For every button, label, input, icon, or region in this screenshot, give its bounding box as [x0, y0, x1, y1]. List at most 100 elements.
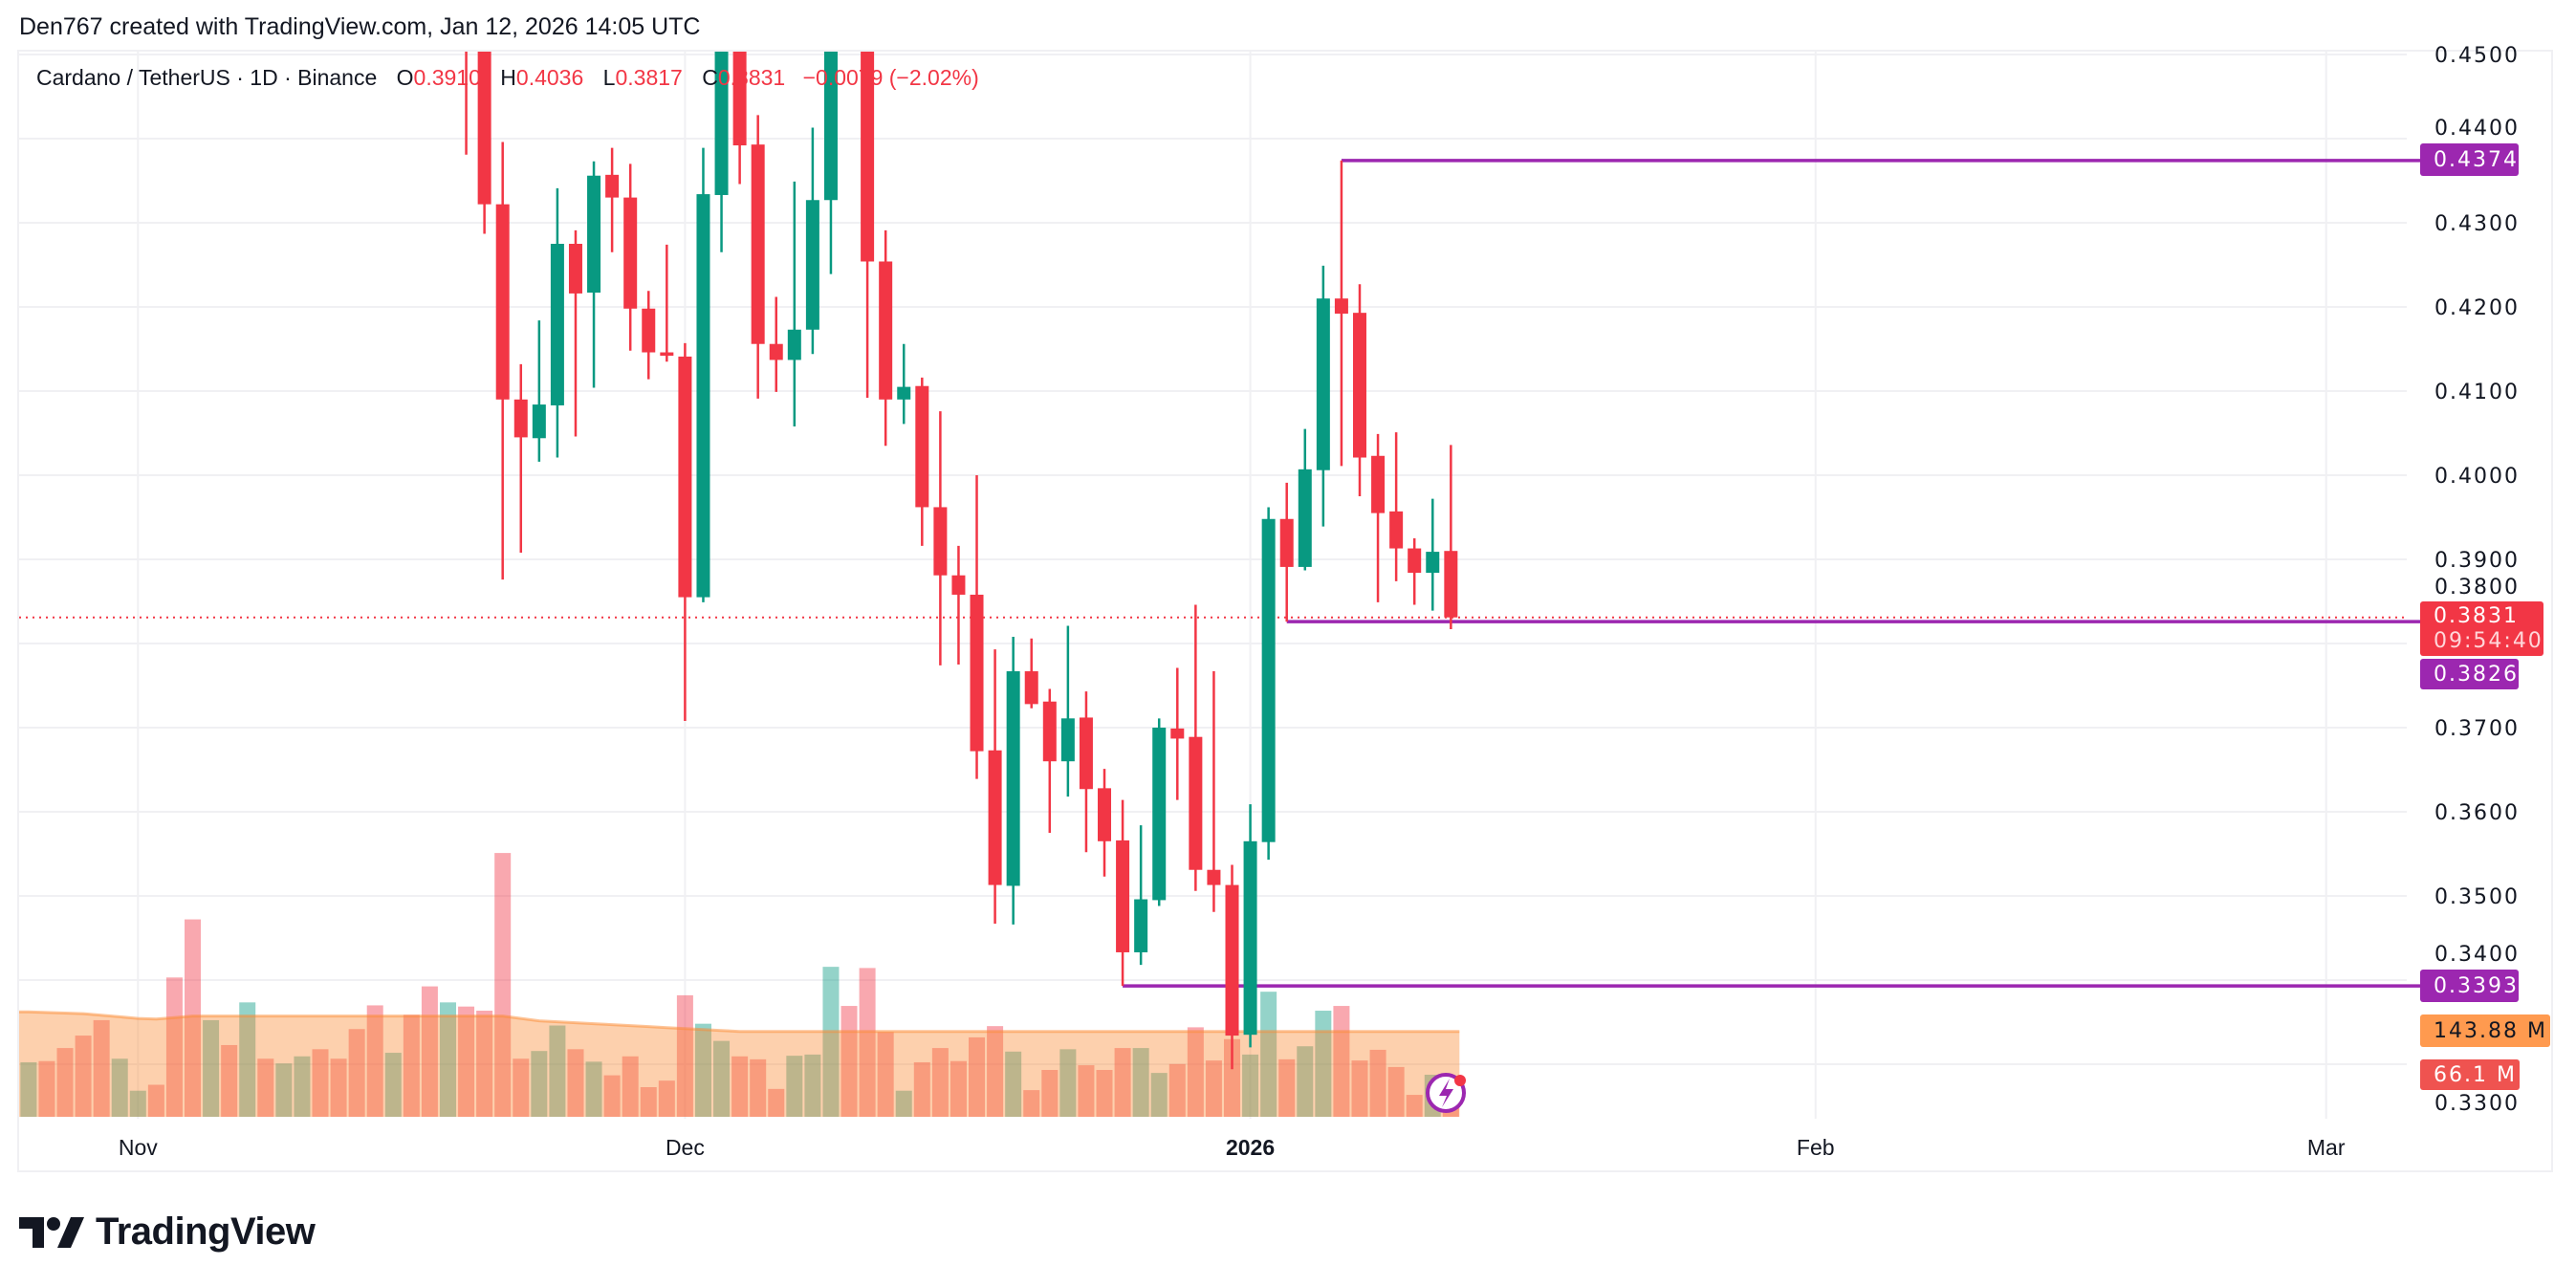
last-price-badge: 0.3831 09:54:40 [2420, 601, 2543, 656]
volume-bar [185, 919, 202, 1117]
candle-down [933, 507, 948, 576]
volume-bar [458, 1006, 475, 1117]
volume-bar [1260, 992, 1277, 1117]
price-tick-label: 0.3500 [2434, 885, 2520, 909]
volume-bar [731, 1056, 749, 1117]
bar-countdown: 09:54:40 [2434, 628, 2543, 653]
volume-bar [1333, 1006, 1350, 1117]
open-value: 0.3910 [413, 65, 481, 90]
time-tick-label: Dec [666, 1135, 705, 1160]
candle-down [1098, 788, 1112, 841]
volume-bar [603, 1075, 621, 1117]
candle-down [477, 52, 491, 205]
volume-bar [987, 1026, 1004, 1117]
volume-last-badge: 66.1 M [2420, 1059, 2520, 1090]
time-tick-label: Nov [119, 1135, 158, 1160]
candle-down [915, 385, 929, 508]
close-value: 0.3831 [717, 65, 786, 90]
logo-text: TradingView [96, 1211, 316, 1253]
candle-down [1170, 728, 1185, 739]
level-badge-high: 0.4374 [2420, 143, 2519, 176]
price-axis[interactable]: 0.4500 0.4400 0.4300 0.4200 0.4100 0.4000 0.39… [2434, 44, 2520, 1116]
candle-up [587, 175, 601, 294]
lightning-icon[interactable] [1426, 1073, 1466, 1113]
price-tick-label: 0.4100 [2434, 381, 2520, 404]
candle-down [1079, 717, 1093, 790]
time-axis[interactable]: Nov Dec 2026 Feb Mar [119, 1135, 2346, 1160]
candle-down [751, 144, 765, 344]
symbol-name[interactable]: Cardano / TetherUS · 1D · Binance [36, 65, 378, 90]
candle-up [1426, 552, 1440, 574]
candle-up [1243, 840, 1257, 1036]
volume-bar [549, 1025, 566, 1117]
last-price-value: 0.3831 [2434, 603, 2519, 628]
level-badge-low: 0.3393 [2420, 970, 2519, 1002]
volume-bar [1297, 1046, 1314, 1117]
volume-bar [585, 1061, 602, 1117]
volume-bar [129, 1090, 146, 1117]
candle-down [568, 244, 582, 294]
candle-down [970, 594, 984, 752]
volume-bar [1351, 1060, 1368, 1117]
volume-bar [1023, 1090, 1040, 1117]
candle-up [550, 244, 564, 405]
volume-bar [804, 1054, 821, 1117]
volume-ma-area [19, 1012, 1460, 1117]
time-tick-label: Mar [2307, 1135, 2346, 1160]
level-mid-value: 0.3826 [2434, 662, 2519, 687]
candle-down [495, 204, 510, 400]
volume-bar [913, 1061, 930, 1117]
volume-ma-badge: 143.88 M [2420, 1014, 2550, 1047]
high-label: H [500, 65, 516, 90]
candle-down [1389, 511, 1404, 549]
candle-down [1189, 736, 1203, 870]
candle-down [988, 750, 1002, 885]
volume-bar [75, 1036, 92, 1117]
volume-bar [257, 1058, 274, 1117]
volume-bar [969, 1036, 986, 1117]
tradingview-logo[interactable]: TradingView [19, 1211, 316, 1254]
symbol-legend[interactable]: Cardano / TetherUS · 1D · Binance O0.391… [36, 65, 979, 91]
volume-bar [111, 1058, 128, 1117]
volume-bar [384, 1053, 402, 1117]
high-value: 0.4036 [515, 65, 584, 90]
volume-bar [1187, 1027, 1204, 1117]
volume-bar [312, 1049, 329, 1117]
volume-bar [147, 1084, 164, 1117]
volume-last-value: 66.1 M [2434, 1062, 2517, 1087]
candle-down [1207, 869, 1221, 885]
volume-bar [877, 1032, 894, 1117]
volume-bar [56, 1048, 74, 1117]
volume-bar [750, 1058, 767, 1117]
candle-down [1444, 551, 1458, 618]
change-value: −0.0079 (−2.02%) [802, 65, 979, 90]
volume-bar [768, 1088, 785, 1117]
volume-bar [38, 1060, 55, 1117]
price-tick-label: 0.3900 [2434, 549, 2520, 573]
volume-bar [1205, 1060, 1222, 1117]
candle-down [1352, 313, 1366, 458]
price-tick-label: 0.4500 [2434, 44, 2520, 68]
candle-up [1152, 728, 1167, 901]
volume-bar [294, 1056, 311, 1117]
candle-up [696, 194, 710, 598]
candle-down [951, 575, 966, 595]
candle-down [1024, 671, 1038, 705]
candle-down [1225, 884, 1239, 1036]
volume-bar [165, 977, 183, 1117]
volume-bar [239, 1002, 256, 1117]
candle-down [769, 343, 783, 360]
tradingview-logo-icon [19, 1216, 84, 1248]
candle-down [660, 352, 674, 357]
candle-up [532, 404, 546, 439]
candle-down [1371, 455, 1386, 513]
grid [19, 52, 2407, 1119]
volume-bar [859, 968, 876, 1117]
volume-bar [1078, 1065, 1095, 1117]
volume-bar [622, 1056, 639, 1117]
candle-down [879, 261, 893, 400]
volume-pane [19, 853, 1460, 1117]
chart-frame [17, 50, 2553, 1172]
volume-bar [1059, 1049, 1077, 1117]
